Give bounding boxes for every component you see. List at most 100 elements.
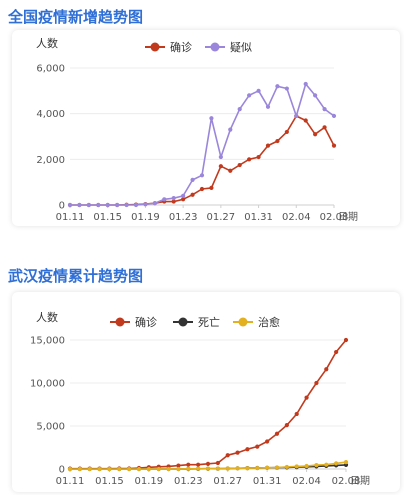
chart1-legend-marker-1 <box>210 42 220 52</box>
chart1-point-0-21 <box>265 143 271 148</box>
chart1-point-0-25 <box>303 118 308 123</box>
chart2-point-0-24 <box>304 395 309 400</box>
chart2-point-2-14 <box>205 466 211 471</box>
chart1-point-0-16 <box>218 164 223 169</box>
chart2-legend-marker-0 <box>115 317 125 327</box>
chart2-series-0 <box>67 337 349 471</box>
chart1-legend-marker-0 <box>150 42 160 52</box>
chart2-point-0-25 <box>314 380 319 386</box>
chart2-point-0-21 <box>274 431 280 436</box>
chart2-point-0-28 <box>343 337 349 343</box>
chart2-point-2-5 <box>117 466 122 472</box>
chart1-ytick-label-2: 4,000 <box>36 109 65 120</box>
chart2-point-2-25 <box>314 463 319 468</box>
chart1-point-1-20 <box>256 88 261 93</box>
chart2-xtick-label-5: 01.31 <box>253 476 282 487</box>
chart1-series-line-1 <box>70 83 335 206</box>
chart1-point-1-19 <box>247 93 252 98</box>
chart1-point-1-23 <box>284 86 289 91</box>
chart2-series-2 <box>67 460 349 472</box>
chart2-point-0-17 <box>235 450 240 455</box>
chart2-point-2-22 <box>284 464 289 470</box>
chart2-legend-label-2: 治愈 <box>258 315 280 329</box>
chart2-point-0-16 <box>225 453 230 458</box>
chart2-svg: 人数 确诊 死亡 治愈 0 5,000 10,000 15,000 01.11 01.15 01.1… <box>30 311 370 487</box>
chart1-title: 全国疫情新增趋势图 <box>8 8 144 26</box>
chart1-point-1-21 <box>265 104 271 109</box>
chart1-point-1-24 <box>294 113 299 119</box>
chart2-point-2-9 <box>156 466 161 472</box>
chart1-xtick-label-5: 01.31 <box>244 212 273 223</box>
chart2-ytick-label-2: 10,000 <box>30 379 65 390</box>
chart1-point-1-16 <box>218 154 223 160</box>
chart2-point-2-16 <box>225 466 230 471</box>
chart2-point-2-13 <box>196 466 201 471</box>
chart1-xlabel: 日期 <box>338 211 358 223</box>
chart1-point-1-4 <box>105 202 110 208</box>
chart2-point-2-8 <box>146 466 151 472</box>
chart2-point-2-3 <box>97 466 102 472</box>
chart2-series-line-0 <box>70 339 347 470</box>
chart2-point-2-6 <box>127 466 132 472</box>
chart1-point-0-14 <box>199 186 205 192</box>
chart1-legend: 确诊 疑似 <box>145 40 252 54</box>
chart2-point-2-18 <box>245 466 250 471</box>
chart2-point-2-17 <box>235 466 240 471</box>
chart2-point-2-1 <box>77 466 82 472</box>
chart2-legend-marker-1 <box>178 317 188 327</box>
chart2-legend-marker-2 <box>238 317 248 327</box>
chart1-point-1-2 <box>86 202 91 208</box>
chart2-xlabel: 日期 <box>350 475 370 487</box>
chart1-point-1-1 <box>77 202 82 208</box>
chart1-point-1-0 <box>67 202 73 208</box>
chart1-point-0-27 <box>322 125 327 130</box>
chart1-svg: 人数 确诊 疑似 0 2,000 4,000 6,000 01.11 01.15 01.19 01.… <box>36 37 358 223</box>
chart1-point-1-13 <box>190 177 195 182</box>
chart2-ytick-label-0: 0 <box>59 465 65 476</box>
chart1-point-1-28 <box>331 113 337 119</box>
chart2-xtick-label-2: 01.19 <box>135 476 164 487</box>
chart1-ylabel: 人数 <box>36 37 58 50</box>
chart1-point-1-11 <box>171 196 176 201</box>
chart1-xtick-label-7: 02.08 <box>320 212 349 223</box>
chart1-point-0-12 <box>181 197 186 202</box>
chart2-point-2-21 <box>274 465 280 470</box>
chart1-xtick-label-1: 01.15 <box>93 212 122 223</box>
chart1-point-0-26 <box>313 132 318 137</box>
chart1-point-1-5 <box>115 202 120 208</box>
chart2-point-0-12 <box>186 462 191 467</box>
chart2-xtick-label-6: 02.04 <box>292 476 321 487</box>
chart1-point-1-17 <box>228 127 233 132</box>
chart2-point-2-12 <box>186 466 191 471</box>
chart1-point-1-22 <box>275 84 280 89</box>
chart1-point-0-28 <box>331 143 337 148</box>
chart2-point-2-26 <box>324 462 329 467</box>
chart1-ytick-label-1: 2,000 <box>36 155 65 166</box>
chart2-xtick-label-0: 01.11 <box>56 476 85 487</box>
chart2-point-0-27 <box>334 349 339 355</box>
chart1-point-1-7 <box>133 202 139 208</box>
chart2-legend-label-1: 死亡 <box>198 315 220 329</box>
chart2-ylabel: 人数 <box>36 311 58 324</box>
chart2-point-2-24 <box>304 463 309 469</box>
chart1-point-1-8 <box>143 202 148 207</box>
chart2-point-0-23 <box>294 411 299 417</box>
chart2-point-0-20 <box>265 439 270 444</box>
chart2-point-2-28 <box>343 460 349 465</box>
chart1-point-1-12 <box>181 193 186 198</box>
chart1-point-1-14 <box>199 173 205 178</box>
chart1-ytick-label-3: 6,000 <box>36 64 65 75</box>
chart1-point-1-26 <box>313 93 318 98</box>
chart1-point-1-15 <box>209 116 214 121</box>
chart1-series-1 <box>67 81 337 208</box>
chart1-point-0-23 <box>284 129 289 135</box>
chart1-xtick-label-4: 01.27 <box>207 212 236 223</box>
chart1-point-0-11 <box>171 199 176 204</box>
chart1-ytick-label-0: 0 <box>59 201 65 212</box>
chart1-point-1-3 <box>96 202 101 208</box>
chart2-point-2-7 <box>136 466 142 472</box>
chart2-ytick-label-1: 5,000 <box>36 422 65 433</box>
chart2-xtick-label-7: 02.08 <box>332 476 361 487</box>
chart2-point-2-2 <box>87 466 92 472</box>
chart1-point-0-15 <box>209 185 214 190</box>
